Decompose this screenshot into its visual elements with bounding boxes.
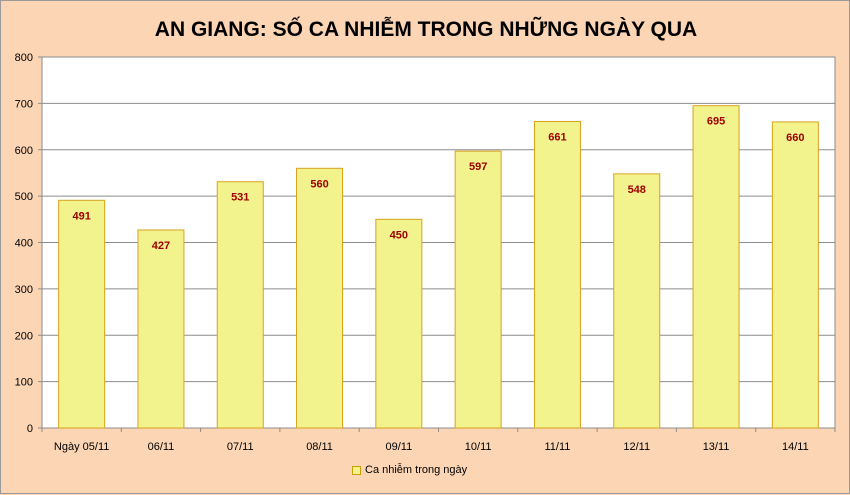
bar bbox=[216, 181, 264, 429]
y-axis-ticks: 0 100 200 300 400 500 600 700 800 bbox=[15, 52, 42, 435]
bar bbox=[137, 229, 185, 429]
x-tick-label: 08/11 bbox=[306, 441, 333, 453]
bar bbox=[613, 173, 661, 429]
bar bbox=[375, 218, 423, 429]
x-tick-label: 09/11 bbox=[385, 441, 412, 453]
y-tick-label: 600 bbox=[15, 145, 33, 157]
y-tick-label: 300 bbox=[15, 284, 33, 296]
x-tick-label: 12/11 bbox=[623, 441, 650, 453]
x-tick-label: 13/11 bbox=[703, 441, 730, 453]
data-label: 427 bbox=[152, 240, 170, 252]
legend-swatch bbox=[352, 465, 361, 475]
y-tick-label: 700 bbox=[15, 98, 33, 110]
x-tick-label: 14/11 bbox=[782, 441, 809, 453]
data-label: 450 bbox=[390, 229, 408, 241]
x-tick-label: 10/11 bbox=[465, 441, 492, 453]
legend: Ca nhiễm trong ngày bbox=[352, 464, 467, 476]
data-label: 660 bbox=[786, 132, 804, 144]
bar bbox=[771, 121, 819, 429]
y-tick-label: 100 bbox=[15, 377, 33, 389]
y-tick-label: 0 bbox=[27, 423, 33, 435]
bar bbox=[533, 120, 581, 429]
bar bbox=[58, 199, 106, 429]
data-label: 597 bbox=[469, 161, 487, 173]
bar bbox=[692, 105, 740, 429]
x-tick-label: Ngày 05/11 bbox=[54, 441, 109, 453]
data-label: 548 bbox=[628, 184, 646, 196]
x-axis-ticks: Ngày 05/11 06/11 07/11 08/11 09/11 10/11 11/11… bbox=[41, 428, 836, 453]
x-tick-label: 11/11 bbox=[544, 441, 570, 453]
bars: 491 427 531 560 450 597 661 548 695 660 bbox=[58, 105, 819, 429]
y-tick-label: 500 bbox=[15, 191, 33, 203]
legend-label: Ca nhiễm trong ngày bbox=[365, 464, 468, 476]
data-label: 661 bbox=[548, 131, 566, 143]
data-label: 695 bbox=[707, 116, 725, 128]
y-tick-label: 800 bbox=[15, 52, 33, 64]
data-label: 491 bbox=[72, 210, 90, 222]
chart-title: AN GIANG: SỐ CA NHIỄM TRONG NHỮNG NGÀY Q… bbox=[154, 18, 698, 41]
y-tick-label: 200 bbox=[15, 330, 33, 342]
x-tick-label: 06/11 bbox=[148, 441, 175, 453]
bar bbox=[296, 167, 344, 429]
y-tick-label: 400 bbox=[15, 238, 33, 250]
x-tick-label: 07/11 bbox=[227, 441, 254, 453]
bar bbox=[454, 150, 502, 429]
data-label: 560 bbox=[310, 178, 328, 190]
data-label: 531 bbox=[231, 192, 249, 204]
